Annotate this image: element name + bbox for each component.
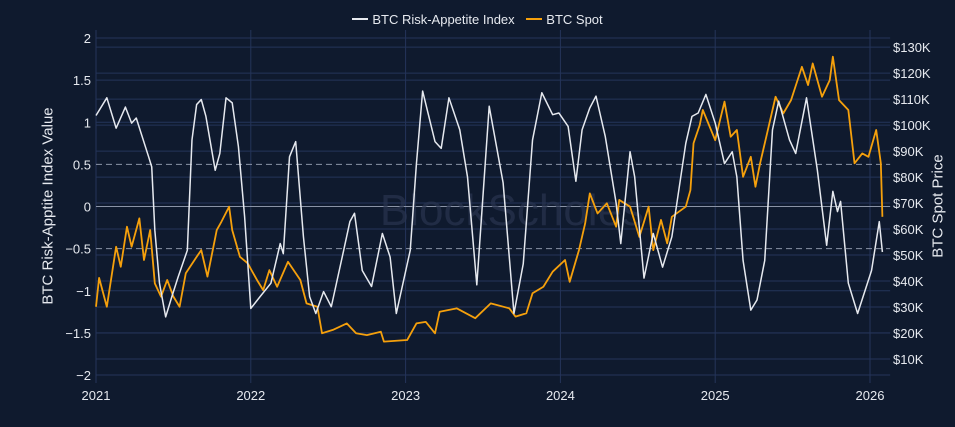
x-tick-label: 2023 bbox=[391, 388, 420, 403]
legend-swatch-spot bbox=[526, 18, 543, 20]
legend-label-index: BTC Risk-Appetite Index bbox=[372, 11, 515, 27]
y2-tick-label: $10K bbox=[893, 352, 924, 367]
y-tick-label: 0.5 bbox=[73, 157, 91, 172]
x-tick-label: 2021 bbox=[82, 388, 111, 403]
y-tick-label: −2 bbox=[76, 368, 91, 383]
y2-tick-label: $90K bbox=[893, 144, 924, 159]
y2-tick-label: $30K bbox=[893, 300, 924, 315]
y2-tick-label: $20K bbox=[893, 326, 924, 341]
y-axis-title-right: BTC Spot Price bbox=[929, 154, 947, 258]
y2-tick-label: $70K bbox=[893, 196, 924, 211]
y-tick-label: 0 bbox=[84, 200, 91, 215]
y-axis-title-left: BTC Risk-Apptite Index Value bbox=[39, 107, 57, 305]
y2-tick-label: $110K bbox=[893, 92, 930, 107]
y2-tick-label: $130K bbox=[893, 40, 931, 55]
series-line-btc-spot bbox=[95, 55, 884, 343]
chart-legend: BTC Risk-Appetite Index BTC Spot bbox=[0, 8, 955, 27]
y-tick-label: −1.5 bbox=[65, 326, 91, 341]
watermark-logo: BlockScholes bbox=[380, 186, 644, 235]
legend-item-index[interactable]: BTC Risk-Appetite Index bbox=[352, 11, 515, 27]
legend-swatch-index bbox=[352, 18, 369, 20]
y-tick-label: 1.5 bbox=[73, 73, 91, 88]
y2-tick-label: $40K bbox=[893, 274, 924, 289]
y-tick-label: 1 bbox=[84, 115, 91, 130]
x-tick-label: 2024 bbox=[546, 388, 575, 403]
y2-tick-label: $60K bbox=[893, 222, 924, 237]
y2-tick-label: $50K bbox=[893, 248, 924, 263]
series-line-risk-appetite-index bbox=[95, 90, 884, 318]
legend-label-spot: BTC Spot bbox=[546, 11, 603, 27]
legend-item-spot[interactable]: BTC Spot bbox=[526, 11, 603, 27]
y-tick-label: −1 bbox=[76, 284, 91, 299]
y-tick-label: 2 bbox=[84, 31, 91, 46]
y2-tick-label: $80K bbox=[893, 170, 924, 185]
x-tick-label: 2022 bbox=[236, 388, 265, 403]
y2-tick-label: $100K bbox=[893, 118, 931, 133]
y2-tick-label: $120K bbox=[893, 66, 931, 81]
x-tick-label: 2025 bbox=[701, 388, 730, 403]
x-tick-label: 2026 bbox=[856, 388, 885, 403]
y-tick-label: −0.5 bbox=[65, 242, 91, 257]
